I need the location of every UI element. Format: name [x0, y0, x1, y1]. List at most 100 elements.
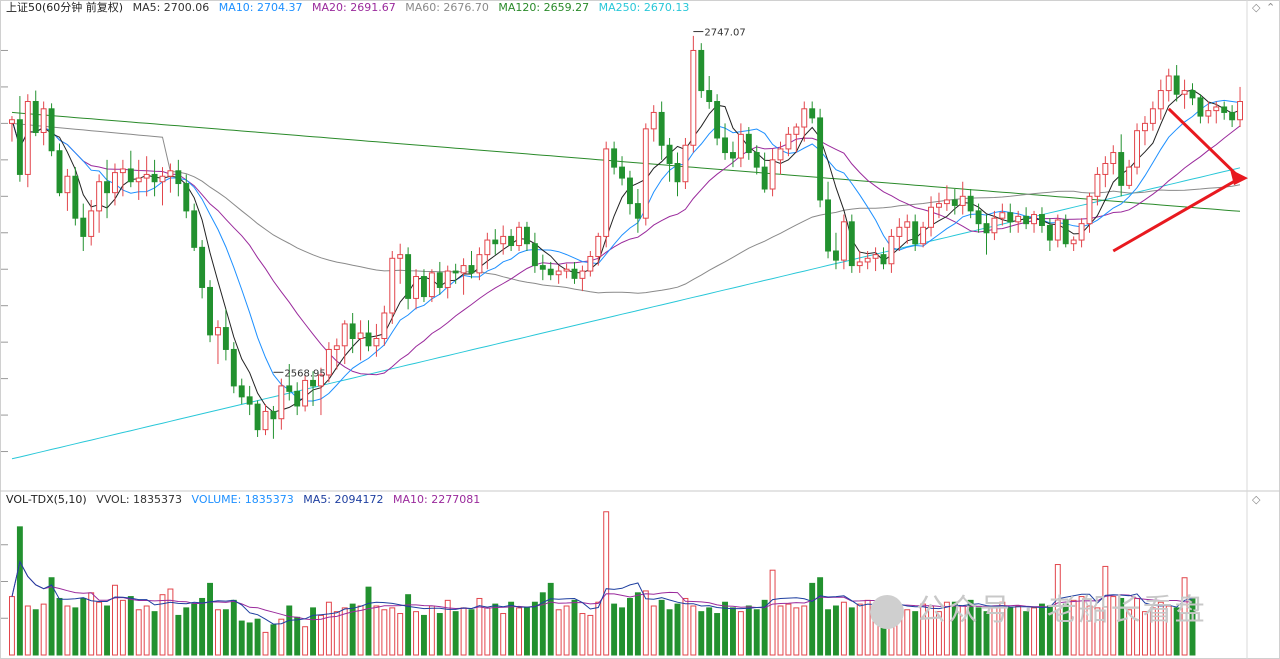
candle-up — [428, 272, 435, 298]
candle-up — [785, 133, 792, 150]
volume-bar-up — [484, 607, 491, 656]
candle-up — [896, 226, 903, 237]
volume-bar-up — [1054, 564, 1061, 656]
volume-bar-up — [1102, 565, 1109, 656]
candle-down — [706, 90, 713, 103]
volume-bars — [9, 511, 1196, 656]
candle-down — [761, 166, 768, 190]
volume-bar-down — [127, 596, 134, 656]
ma5-value: MA5: 2700.06 — [132, 1, 210, 14]
volume-bar-down — [1062, 603, 1069, 656]
volume-bar-down — [80, 597, 87, 656]
volume-bar-up — [920, 603, 927, 656]
candle-up — [682, 144, 689, 183]
volume-bar-down — [365, 586, 372, 656]
candle-down — [967, 195, 974, 212]
candle-down — [571, 268, 578, 279]
volume-bar-up — [1157, 601, 1164, 656]
candle-up — [872, 254, 879, 259]
volume-bar-down — [452, 611, 459, 656]
volume-bar-down — [310, 607, 316, 656]
volume-bar-up — [793, 607, 800, 656]
volume-bar-up — [1086, 605, 1093, 656]
volume-bar-up — [1181, 577, 1188, 656]
volume-bar-down — [349, 603, 356, 656]
volume-bar-down — [1046, 605, 1053, 656]
candle-up — [444, 270, 451, 288]
volume-bar-down — [753, 609, 760, 656]
volume-bar-down — [104, 605, 110, 656]
volume-ma-lines — [11, 560, 1193, 625]
volume-bar-down — [254, 618, 261, 656]
diamond-icon[interactable]: ◇ — [1252, 1, 1261, 14]
candle-up — [936, 203, 942, 208]
candle-up — [1031, 214, 1037, 225]
candle-up — [413, 276, 419, 299]
volume-bar-down — [1173, 607, 1180, 656]
volume-bar-up — [1031, 607, 1037, 656]
volume-bar-up — [389, 607, 396, 656]
candle-down — [1062, 219, 1069, 245]
candle-up — [1134, 130, 1140, 168]
volume-bar-down — [809, 582, 816, 656]
symbol-label[interactable]: 上证50(60分钟 前复权) — [6, 1, 124, 14]
volume-bar-up — [595, 601, 602, 656]
volume-bar-down — [222, 609, 229, 656]
volume-bar-down — [246, 622, 253, 656]
vvol-value: VVOL: 1835373 — [96, 493, 183, 506]
candle-up — [555, 270, 562, 276]
volume-bar-up — [682, 597, 689, 656]
volume-bar-down — [539, 592, 546, 656]
candle-down — [349, 323, 356, 340]
diamond-icon[interactable]: ◇ — [1252, 493, 1261, 506]
candle-down — [16, 119, 23, 175]
arrow-lower-stroke — [1112, 176, 1241, 253]
candle-down — [1039, 214, 1045, 226]
candle-up — [587, 255, 594, 272]
candle-up — [579, 270, 586, 279]
volume-bar-down — [294, 616, 301, 656]
candle-down — [127, 168, 134, 183]
ma-lines — [11, 89, 1241, 460]
candle-up — [793, 126, 800, 135]
volume-bar-down — [674, 603, 681, 656]
arrow-head — [1230, 169, 1248, 186]
candle-up — [397, 254, 404, 259]
candle-up — [325, 348, 332, 376]
trend-arrow — [1112, 107, 1248, 253]
candle-down — [531, 243, 538, 267]
volume-bar-down — [56, 597, 63, 656]
volume-bar-up — [397, 613, 404, 656]
candle-up — [1213, 106, 1220, 112]
candle-down — [1197, 97, 1204, 117]
volume-bar-down — [611, 603, 618, 656]
candle-up — [40, 108, 47, 134]
volume-bar-up — [1165, 605, 1172, 656]
volume-value: VOLUME: 1835373 — [191, 493, 294, 506]
candle-down — [175, 170, 182, 185]
candle-down — [611, 148, 618, 168]
candle-up — [603, 148, 610, 237]
candle-up — [642, 128, 649, 219]
candle-down — [1046, 224, 1053, 241]
volume-bar-down — [658, 599, 665, 656]
volume-bar-down — [270, 624, 277, 656]
vol-ma5-value: MA5: 2094172 — [303, 493, 384, 506]
volume-bar-down — [1023, 611, 1030, 656]
chevron-up-icon[interactable]: ⌃ — [1266, 1, 1276, 14]
volume-bar-up — [476, 597, 483, 656]
candle-up — [333, 345, 340, 350]
ma250-value: MA250: 2670.13 — [598, 1, 690, 14]
candle-up — [24, 101, 31, 175]
low-price-label: 2568.95 — [284, 368, 325, 379]
volume-bar-up — [856, 603, 863, 656]
volume-bar-up — [460, 607, 467, 656]
vol-indicator-name[interactable]: VOL-TDX(5,10) — [6, 493, 87, 506]
volume-bar-down — [912, 611, 919, 656]
candle-down — [104, 181, 110, 194]
candle-down — [230, 348, 237, 387]
volume-bar-down — [634, 592, 641, 656]
wechat-logo-icon — [870, 594, 904, 629]
candle-up — [389, 257, 396, 314]
